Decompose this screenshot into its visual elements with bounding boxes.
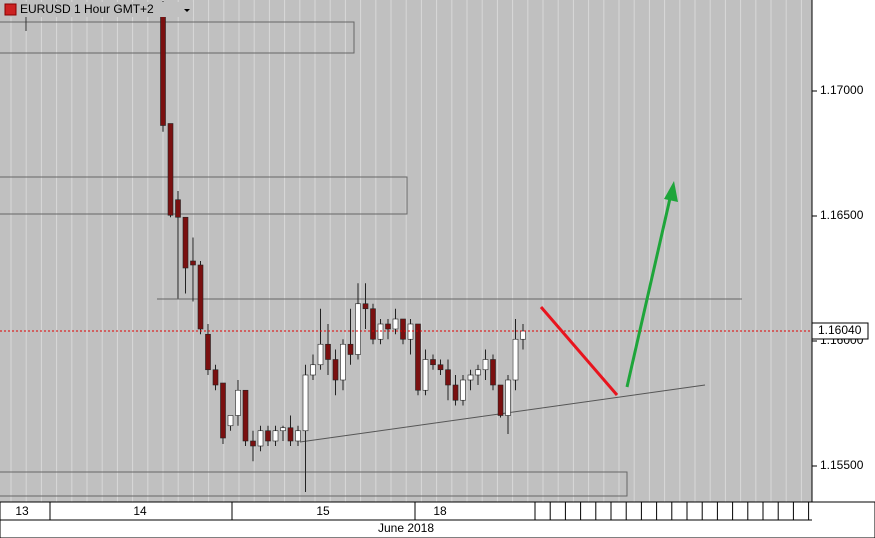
candle-body bbox=[272, 430, 279, 442]
candle-body bbox=[415, 323, 421, 391]
candle-body bbox=[190, 260, 196, 266]
candle-body bbox=[167, 123, 174, 216]
arrow-head bbox=[664, 181, 678, 202]
day-label: 18 bbox=[433, 504, 447, 518]
candle-body bbox=[355, 303, 361, 355]
candle-body bbox=[175, 199, 181, 218]
candle-body bbox=[340, 343, 346, 381]
candle-body bbox=[475, 369, 481, 376]
current-price-box bbox=[811, 322, 869, 340]
candle-body bbox=[437, 364, 444, 371]
zone-box bbox=[0, 176, 408, 215]
candle-body bbox=[467, 374, 474, 381]
candle-body bbox=[377, 323, 384, 340]
candle-body bbox=[400, 318, 406, 340]
candle-body bbox=[430, 359, 436, 366]
candle-body bbox=[317, 343, 324, 366]
month-label: June 2018 bbox=[378, 521, 434, 535]
dropdown-icon[interactable] bbox=[184, 9, 190, 12]
y-tick-label: 1.15500 bbox=[820, 458, 864, 472]
candle-body bbox=[512, 338, 519, 381]
candle-body bbox=[497, 384, 504, 416]
candle-body bbox=[347, 343, 354, 355]
candle-body bbox=[460, 379, 466, 401]
day-label: 13 bbox=[15, 504, 29, 518]
candle-body bbox=[182, 216, 189, 269]
candle-body bbox=[235, 389, 241, 416]
candle-body bbox=[422, 359, 429, 391]
candle-body bbox=[212, 369, 219, 386]
candle-body bbox=[205, 333, 211, 371]
candle-body bbox=[482, 359, 489, 371]
y-tick-label: 1.17000 bbox=[820, 83, 864, 97]
candle-body bbox=[265, 430, 271, 442]
time-cells: 13 14 15 18 bbox=[15, 502, 810, 520]
candle-body bbox=[490, 359, 496, 386]
candle-body bbox=[332, 359, 339, 381]
down-arrow-line bbox=[539, 306, 619, 396]
candles bbox=[160, 1, 526, 492]
candle-body bbox=[362, 303, 369, 310]
up-arrow-line bbox=[625, 193, 673, 388]
candle-body bbox=[325, 343, 331, 360]
candle-body bbox=[287, 427, 294, 442]
candle-body bbox=[197, 264, 204, 330]
candle-body bbox=[280, 427, 286, 432]
candle-body bbox=[392, 318, 399, 330]
price-axis bbox=[812, 0, 875, 502]
candle-body bbox=[520, 330, 526, 340]
candle-body bbox=[160, 3, 166, 126]
candle-body bbox=[505, 379, 511, 416]
day-label: 14 bbox=[133, 504, 147, 518]
y-tick-label: 1.16500 bbox=[820, 208, 864, 222]
candle-body bbox=[310, 364, 316, 376]
chart-title: EURUSD 1 Hour GMT+2 bbox=[20, 2, 154, 16]
candle-body bbox=[452, 384, 459, 401]
candle-body bbox=[370, 308, 376, 340]
day-label: 15 bbox=[316, 504, 330, 518]
zone-box bbox=[0, 471, 628, 497]
candle-body bbox=[242, 389, 249, 442]
candle-body bbox=[302, 374, 309, 432]
candle-body bbox=[220, 382, 226, 439]
candle-body bbox=[250, 440, 256, 447]
zone-box bbox=[0, 21, 355, 54]
current-price-label: 1.16040 bbox=[818, 323, 862, 337]
candle-body bbox=[227, 415, 234, 427]
candle-body bbox=[385, 323, 391, 330]
vertical-grid bbox=[10, 0, 802, 502]
title-box bbox=[3, 2, 193, 17]
symbol-icon bbox=[4, 3, 17, 16]
candle-body bbox=[407, 323, 414, 340]
candle-body bbox=[445, 369, 451, 386]
candle-body bbox=[257, 430, 264, 447]
candle-body bbox=[295, 430, 301, 442]
